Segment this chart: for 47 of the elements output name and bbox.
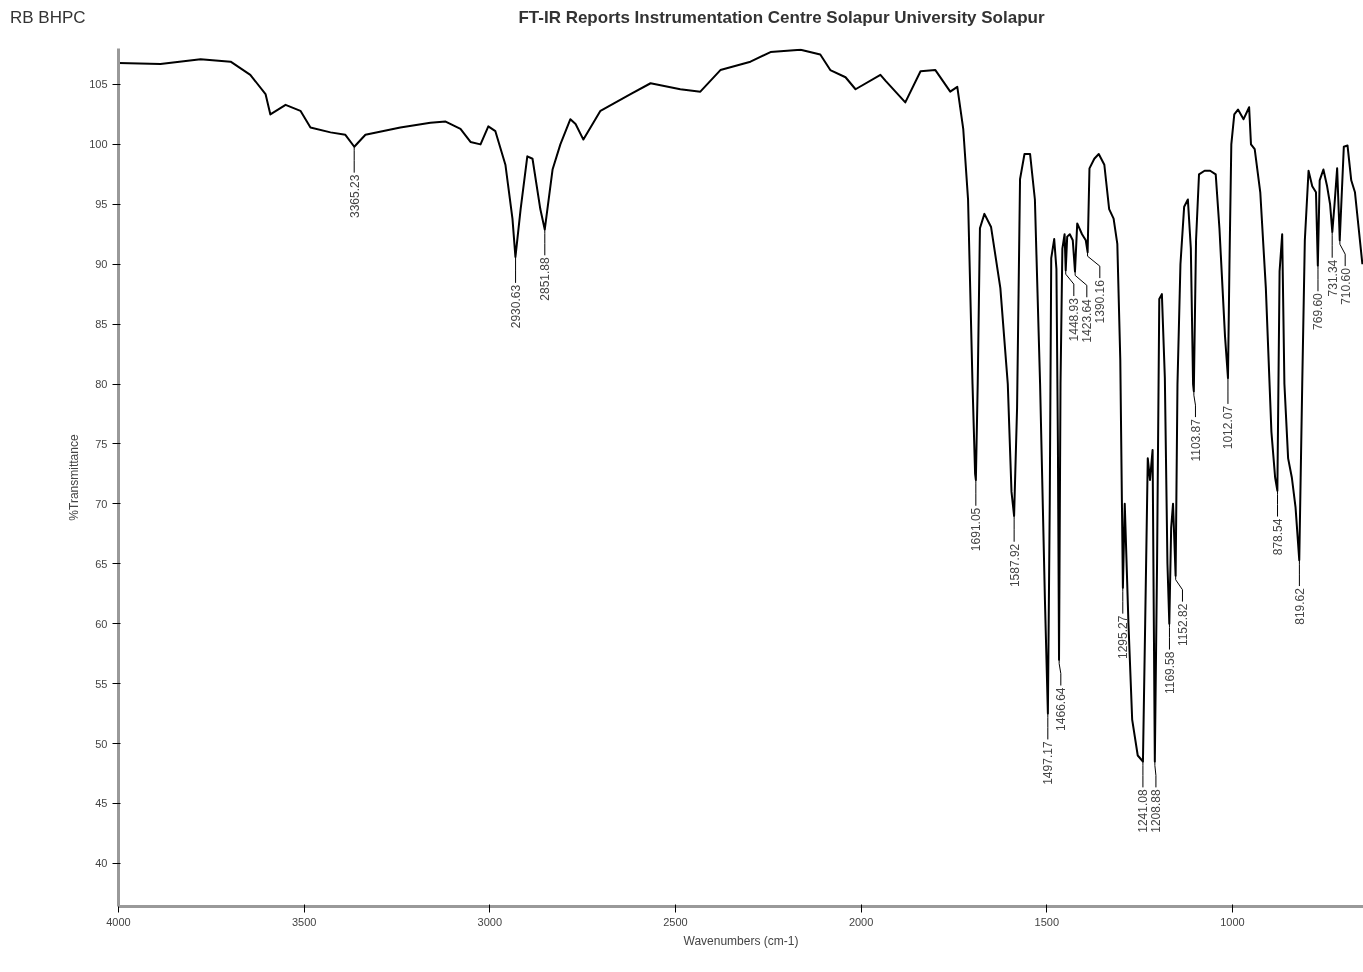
y-axis-title: %Transmittance (67, 434, 82, 521)
annotation: 3365.23 (347, 174, 362, 219)
x-tick-label: 4000 (106, 915, 131, 928)
y-tick-label: 80 (95, 378, 108, 391)
annotation: 1423.64 (1080, 298, 1095, 343)
y-tick-label: 60 (95, 617, 108, 630)
x-tick-label: 3000 (477, 915, 503, 928)
y-tick-label: 105 (89, 78, 108, 91)
annotation: 819.62 (1292, 587, 1307, 625)
annotation: 878.54 (1271, 518, 1286, 556)
y-tick-label: 65 (95, 557, 108, 570)
annotation: 1103.87 (1188, 418, 1203, 462)
annotation: 1448.93 (1067, 297, 1082, 342)
annotation: 1012.07 (1221, 405, 1236, 450)
y-tick-label: 75 (95, 437, 108, 450)
annotation: 1587.92 (1007, 543, 1022, 588)
y-tick-label: 70 (95, 497, 108, 510)
y-tick-label: 85 (95, 318, 108, 331)
y-tick-label: 55 (95, 677, 108, 690)
y-tick-label: 45 (95, 797, 108, 810)
annotation: 2930.63 (509, 284, 524, 329)
y-tick-label: 50 (95, 737, 108, 750)
annotation: 1497.17 (1041, 741, 1056, 785)
x-tick-label: 1000 (1220, 915, 1245, 928)
y-tick-label: 40 (95, 857, 108, 870)
annotation: 1390.16 (1093, 279, 1108, 324)
y-tick-label: 95 (95, 198, 108, 211)
annotation: 769.60 (1311, 292, 1326, 330)
annotation: 731.34 (1325, 259, 1340, 297)
y-tick-label: 90 (95, 258, 108, 271)
x-tick-label: 2500 (663, 915, 688, 928)
annotation: 710.60 (1338, 267, 1353, 305)
x-tick-label: 3500 (291, 915, 317, 928)
annotation: 1466.64 (1054, 687, 1069, 731)
x-axis-title: Wavenumbers (cm-1) (683, 933, 799, 948)
annotation: 1152.82 (1175, 603, 1190, 647)
x-tick-label: 1500 (1034, 915, 1060, 928)
chart-title: FT-IR Reports Instrumentation Centre Solapur University Solapur (518, 7, 1045, 29)
x-tick-label: 2000 (848, 915, 874, 928)
annotation: 1241.08 (1136, 789, 1151, 833)
annotation: 1208.88 (1149, 789, 1164, 833)
annotation: 1295.27 (1116, 615, 1131, 659)
annotation: 2851.88 (538, 256, 553, 301)
text: RB BHPC (10, 8, 86, 27)
y-tick-label: 100 (89, 138, 108, 151)
annotation: 1169.58 (1162, 651, 1177, 695)
annotation: 1691.05 (969, 507, 984, 552)
